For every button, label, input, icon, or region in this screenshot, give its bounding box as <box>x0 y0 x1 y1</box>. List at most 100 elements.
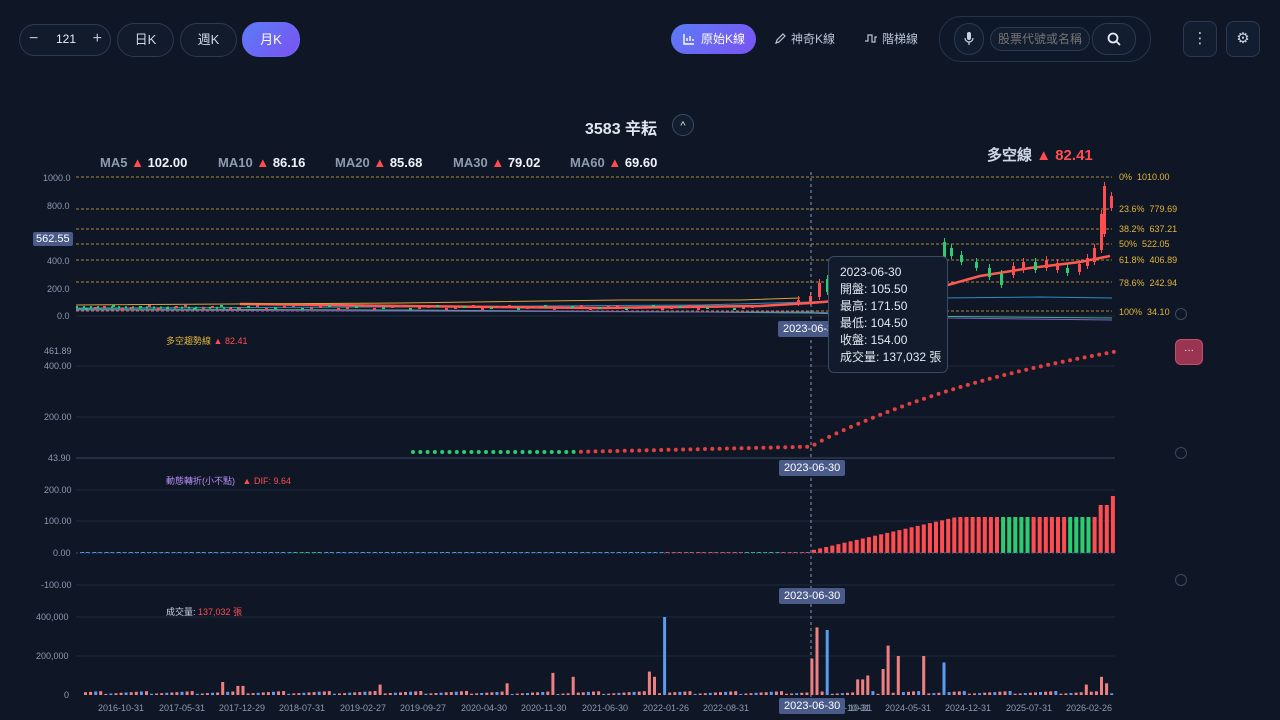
trend-dot <box>615 449 620 453</box>
voice-search-button[interactable] <box>954 23 984 55</box>
trend-dot <box>703 447 707 451</box>
trend-dot <box>1082 355 1087 360</box>
momentum-bar <box>812 549 816 553</box>
volume-bar <box>886 645 890 695</box>
x-axis-date-label: 2024-12-31 <box>945 703 992 713</box>
trend-dot <box>1016 369 1021 374</box>
candle-body <box>1034 262 1037 270</box>
volume-bar <box>744 693 748 695</box>
volume-bar <box>597 691 601 695</box>
trend-dot <box>878 412 883 417</box>
momentum-bar <box>1007 517 1012 553</box>
volume-bar <box>195 693 199 695</box>
period-count-value[interactable]: 121 <box>56 32 77 46</box>
volume-bar <box>978 693 982 695</box>
momentum-bar <box>866 537 871 553</box>
momentum-bar <box>988 517 993 553</box>
momentum-bar <box>848 541 853 553</box>
trend-dot <box>425 450 430 454</box>
more-options-button[interactable]: ··· <box>1175 339 1203 365</box>
candle-body <box>975 262 978 268</box>
momentum-bar <box>580 552 585 553</box>
scroll-handle[interactable] <box>1175 308 1187 320</box>
momentum-bar <box>421 552 426 553</box>
decrement-button[interactable]: − <box>29 30 39 47</box>
volume-bar <box>713 692 717 695</box>
momentum-bar <box>189 552 194 553</box>
momentum-bar <box>1049 517 1054 553</box>
search-button[interactable] <box>1092 23 1136 55</box>
tab-weekly-k[interactable]: 週K <box>180 23 237 57</box>
volume-bar <box>780 691 783 695</box>
volume-bar <box>607 693 611 695</box>
bull-bear-trend-series <box>411 349 1116 454</box>
volume-bar <box>216 692 220 695</box>
momentum-bar <box>1086 517 1091 553</box>
x-axis-date-label: 2020-04-30 <box>461 703 508 713</box>
candle-body <box>553 308 556 310</box>
candle-body <box>988 268 991 277</box>
microphone-icon <box>964 32 974 45</box>
candle-body <box>445 308 448 310</box>
mode-step-line-button[interactable]: 階梯線 <box>862 24 924 54</box>
momentum-bar <box>891 531 896 553</box>
page-title: 3583 辛耘 <box>585 121 658 138</box>
volume-axis-label: 200,000 <box>36 651 69 661</box>
volume-bar <box>952 691 956 695</box>
volume-bar <box>998 691 1002 695</box>
candle-body <box>229 308 232 310</box>
candle-body <box>634 307 637 309</box>
volume-bar <box>759 692 763 695</box>
volume-bar <box>1028 692 1032 695</box>
volume-bar <box>531 692 534 695</box>
volume-bar <box>129 692 133 695</box>
volume-bar <box>1039 692 1042 695</box>
momentum-bar <box>177 552 182 553</box>
tab-daily-k[interactable]: 日K <box>117 23 174 57</box>
volume-bar <box>160 693 164 695</box>
scroll-handle[interactable] <box>1175 574 1187 586</box>
volume-bar <box>663 617 667 695</box>
momentum-bar <box>854 539 859 553</box>
momentum-bar <box>696 552 701 553</box>
increment-button[interactable]: + <box>92 30 102 47</box>
volume-bar <box>459 691 463 695</box>
candle-body <box>697 308 700 310</box>
x-axis-date-label: 2020-11-30 <box>521 703 567 713</box>
volume-bar <box>266 692 270 695</box>
volume-bar <box>302 692 306 695</box>
mode-magic-k-button[interactable]: 神奇K線 <box>772 24 842 54</box>
tab-monthly-k[interactable]: 月K <box>242 22 300 57</box>
volume-panel-label: 成交量: 137,032 張 <box>166 607 243 617</box>
volume-bar <box>571 676 575 695</box>
momentum-bar <box>269 552 274 553</box>
momentum-bar <box>317 552 322 553</box>
volume-bar <box>795 693 799 695</box>
more-menu-button[interactable]: ⋮ <box>1183 21 1217 57</box>
volume-bar <box>490 692 494 695</box>
search-input[interactable] <box>990 27 1090 51</box>
candle-body <box>490 307 493 309</box>
momentum-bar <box>793 552 798 553</box>
candle-body <box>652 305 655 307</box>
settings-button[interactable]: ⚙ <box>1226 21 1260 57</box>
volume-bar <box>1023 693 1027 695</box>
momentum-bar <box>653 552 658 553</box>
collapse-chevron-up-icon[interactable]: ^ <box>672 114 694 136</box>
volume-bar <box>551 672 555 695</box>
candle-body <box>661 308 664 310</box>
volume-bar <box>155 693 159 695</box>
momentum-bar <box>927 523 932 553</box>
momentum-bar <box>165 552 170 553</box>
volume-bar <box>957 691 961 695</box>
volume-bar <box>1100 676 1103 695</box>
candle-body <box>256 305 259 307</box>
momentum-bar <box>1043 517 1048 553</box>
candle-body <box>454 307 457 309</box>
volume-bar <box>724 691 728 695</box>
trend-dot <box>644 448 649 453</box>
volume-bar <box>764 692 768 695</box>
volume-bar <box>637 691 641 695</box>
mode-raw-k-button[interactable]: 原始K線 <box>671 24 756 54</box>
scroll-handle[interactable] <box>1175 447 1187 459</box>
